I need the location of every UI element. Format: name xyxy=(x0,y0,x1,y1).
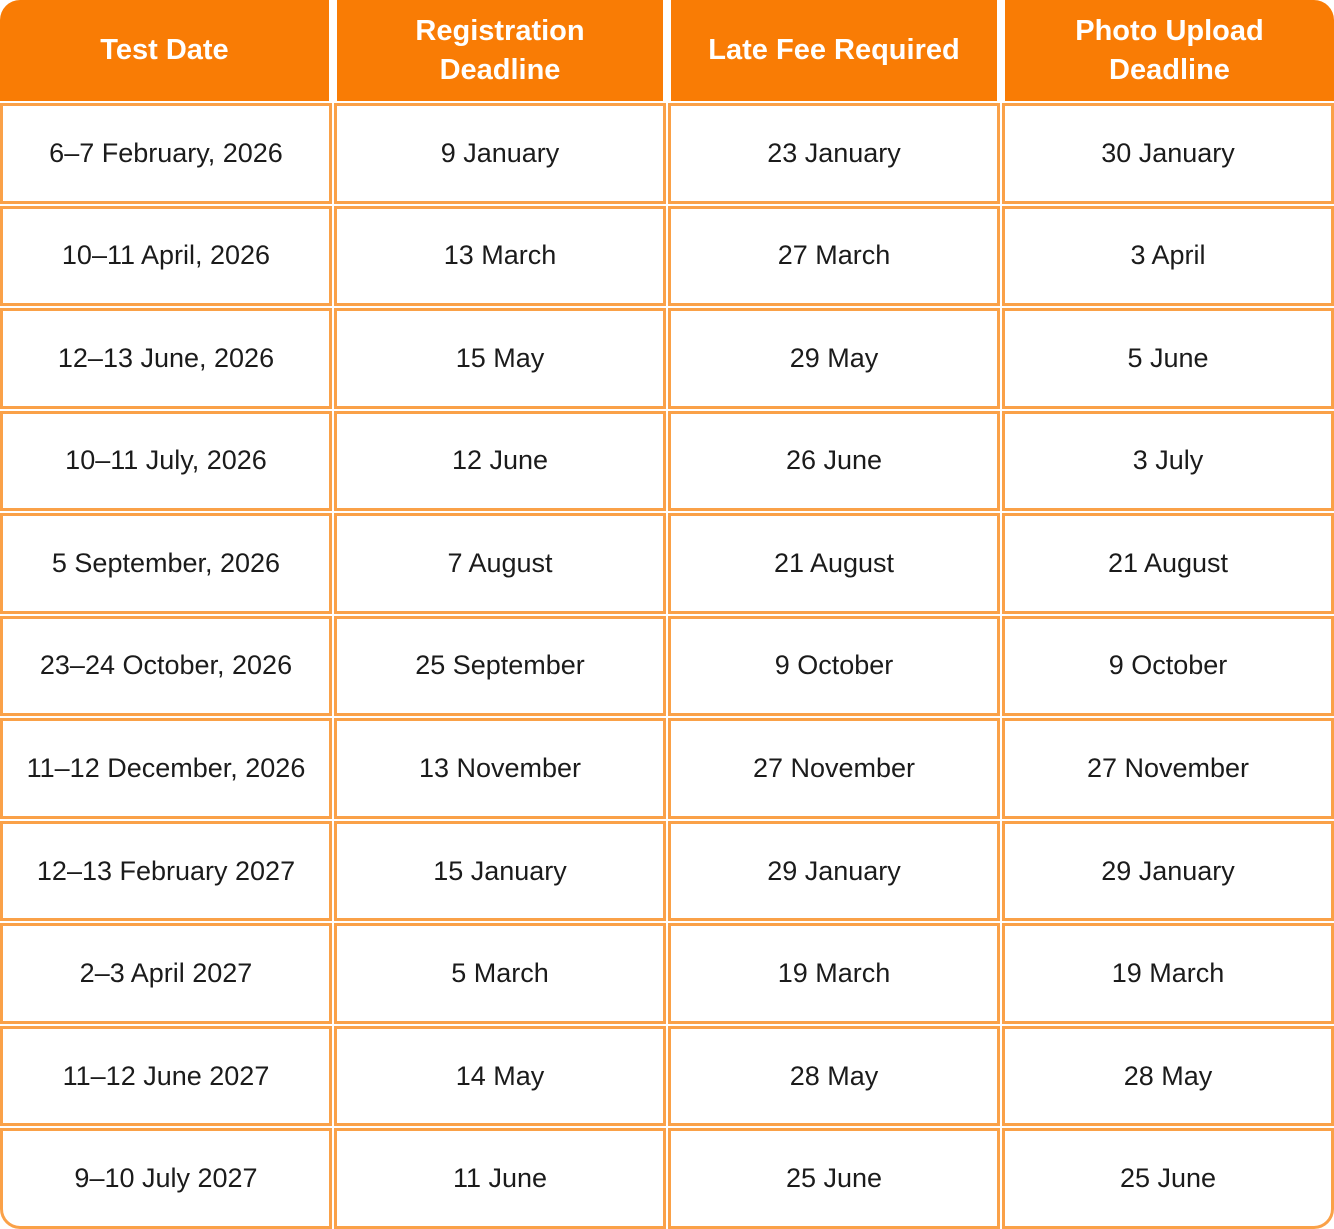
cell-registration-deadline: 15 May xyxy=(334,308,666,409)
cell-photo-upload-deadline: 21 August xyxy=(1002,513,1334,614)
cell-test-date: 5 September, 2026 xyxy=(0,513,332,614)
cell-test-date: 6–7 February, 2026 xyxy=(0,103,332,204)
cell-photo-upload-deadline: 30 January xyxy=(1002,103,1334,204)
cell-late-fee-required: 19 March xyxy=(668,923,1000,1024)
cell-photo-upload-deadline: 3 July xyxy=(1002,410,1334,512)
cell-registration-deadline: 25 September xyxy=(334,615,666,717)
cell-test-date: 23–24 October, 2026 xyxy=(0,615,332,717)
cell-test-date: 12–13 February 2027 xyxy=(0,820,332,922)
cell-registration-deadline: 12 June xyxy=(334,410,666,512)
cell-test-date: 9–10 July 2027 xyxy=(0,1128,332,1229)
cell-test-date: 12–13 June, 2026 xyxy=(0,308,332,409)
cell-late-fee-required: 29 May xyxy=(668,308,1000,409)
cell-registration-deadline: 13 March xyxy=(334,205,666,307)
cell-registration-deadline: 5 March xyxy=(334,923,666,1024)
cell-photo-upload-deadline: 27 November xyxy=(1002,718,1334,819)
cell-photo-upload-deadline: 9 October xyxy=(1002,615,1334,717)
column-header-late-fee-required: Late Fee Required xyxy=(668,0,1000,101)
column-header-registration-deadline: Registration Deadline xyxy=(334,0,666,101)
cell-registration-deadline: 14 May xyxy=(334,1025,666,1127)
cell-late-fee-required: 23 January xyxy=(668,103,1000,204)
cell-photo-upload-deadline: 19 March xyxy=(1002,923,1334,1024)
cell-test-date: 11–12 June 2027 xyxy=(0,1025,332,1127)
cell-photo-upload-deadline: 29 January xyxy=(1002,820,1334,922)
cell-test-date: 2–3 April 2027 xyxy=(0,923,332,1024)
cell-registration-deadline: 7 August xyxy=(334,513,666,614)
cell-late-fee-required: 25 June xyxy=(668,1128,1000,1229)
cell-photo-upload-deadline: 28 May xyxy=(1002,1025,1334,1127)
cell-registration-deadline: 13 November xyxy=(334,718,666,819)
cell-registration-deadline: 9 January xyxy=(334,103,666,204)
cell-late-fee-required: 21 August xyxy=(668,513,1000,614)
cell-test-date: 10–11 April, 2026 xyxy=(0,205,332,307)
column-header-photo-upload-deadline: Photo Upload Deadline xyxy=(1002,0,1334,101)
cell-test-date: 11–12 December, 2026 xyxy=(0,718,332,819)
cell-registration-deadline: 11 June xyxy=(334,1128,666,1229)
cell-late-fee-required: 9 October xyxy=(668,615,1000,717)
cell-late-fee-required: 29 January xyxy=(668,820,1000,922)
cell-photo-upload-deadline: 25 June xyxy=(1002,1128,1334,1229)
column-header-test-date: Test Date xyxy=(0,0,332,101)
cell-late-fee-required: 27 March xyxy=(668,205,1000,307)
cell-late-fee-required: 26 June xyxy=(668,410,1000,512)
cell-test-date: 10–11 July, 2026 xyxy=(0,410,332,512)
cell-late-fee-required: 27 November xyxy=(668,718,1000,819)
cell-late-fee-required: 28 May xyxy=(668,1025,1000,1127)
cell-photo-upload-deadline: 5 June xyxy=(1002,308,1334,409)
cell-registration-deadline: 15 January xyxy=(334,820,666,922)
cell-photo-upload-deadline: 3 April xyxy=(1002,205,1334,307)
